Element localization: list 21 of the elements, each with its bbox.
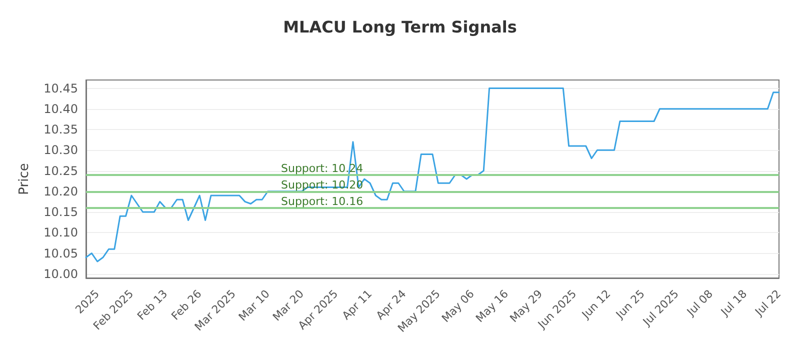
y-tick-label: 10.10 bbox=[44, 226, 78, 240]
y-tick-label: 10.45 bbox=[44, 81, 78, 96]
line-series bbox=[85, 88, 780, 262]
y-tick-label: 10.15 bbox=[44, 205, 78, 219]
y-tick-label: 10.35 bbox=[44, 122, 78, 136]
y-tick-label: 10.00 bbox=[44, 266, 78, 281]
chart-title: MLACU Long Term Signals bbox=[283, 18, 517, 36]
x-tick-label: Jul 22 bbox=[752, 287, 784, 320]
x-tick-label: Jul 08 bbox=[684, 287, 716, 320]
x-tick-label: Feb 13 bbox=[134, 287, 170, 323]
x-tick-label: Mar 10 bbox=[236, 287, 272, 324]
y-tick-label: 10.25 bbox=[44, 164, 78, 178]
y-tick-label: 10.30 bbox=[44, 143, 78, 158]
x-tick-label: Jun 12 bbox=[578, 287, 614, 322]
y-tick-label: 10.05 bbox=[44, 246, 78, 260]
y-axis-title: Price bbox=[17, 163, 32, 195]
y-tick-label: 10.40 bbox=[44, 102, 78, 116]
ref-line-label: Support: 10.16 bbox=[281, 194, 364, 208]
y-tick-label: 10.20 bbox=[44, 184, 78, 198]
x-tick-label: Apr 11 bbox=[340, 287, 375, 322]
x-tick-label: Jul 18 bbox=[718, 287, 750, 320]
